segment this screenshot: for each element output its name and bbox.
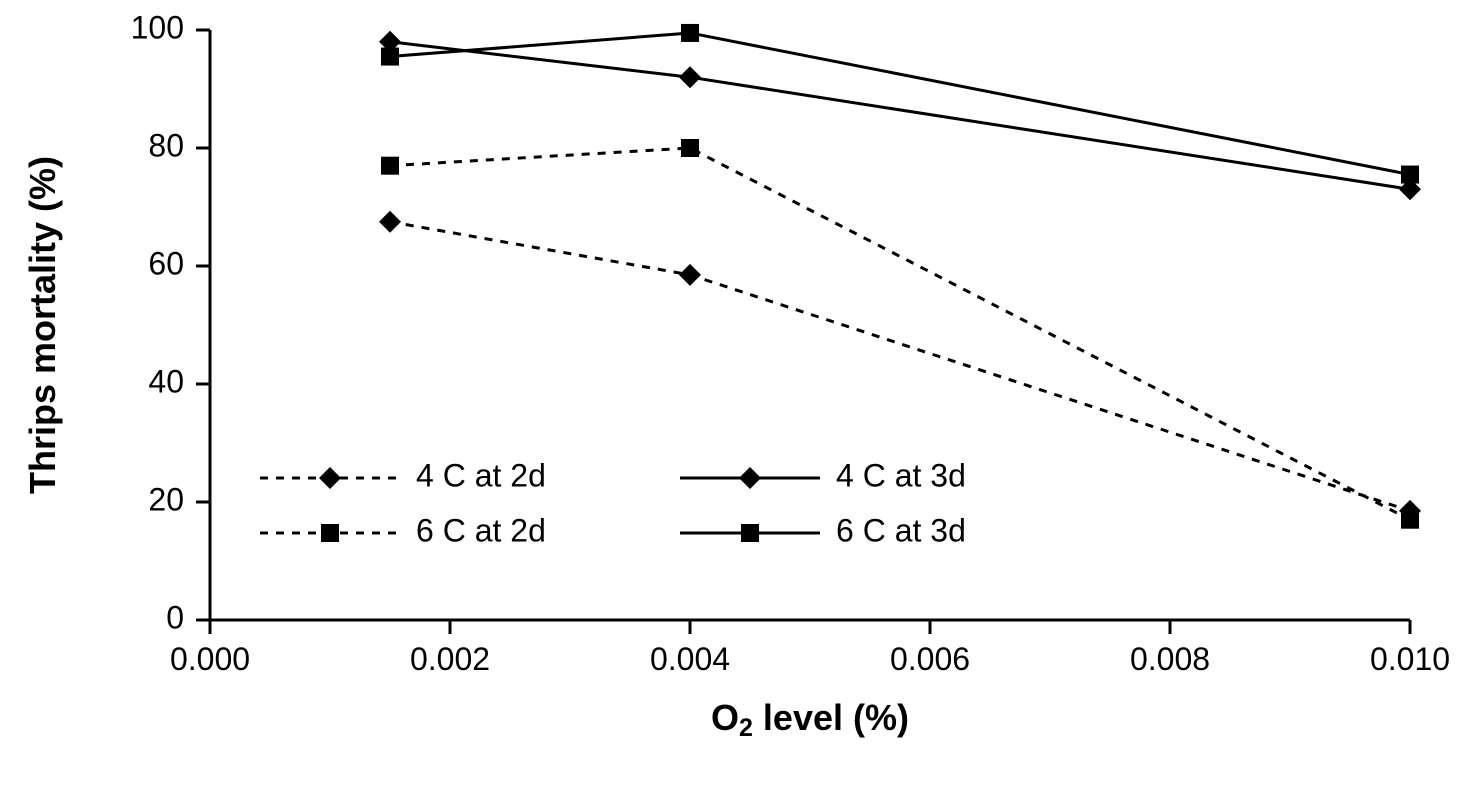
x-tick-label: 0.008	[1130, 641, 1210, 677]
y-tick-label: 0	[166, 599, 184, 635]
legend-label: 6 C at 2d	[416, 512, 546, 548]
square-marker-icon	[681, 139, 699, 157]
mortality-chart: 0 20 40 60 80 100 0.000 0.002 0.004 0.006 0.008 0.0…	[0, 0, 1468, 787]
y-tick-label: 60	[148, 245, 184, 281]
square-marker-icon	[381, 157, 399, 175]
y-tick-label: 20	[148, 481, 184, 517]
chart-container: 0 20 40 60 80 100 0.000 0.002 0.004 0.006 0.008 0.0…	[0, 0, 1468, 787]
y-axis-title: Thrips mortality (%)	[22, 156, 63, 494]
x-tick-label: 0.004	[650, 641, 730, 677]
x-tick-label: 0.000	[170, 641, 250, 677]
legend-label: 4 C at 2d	[416, 457, 546, 493]
y-tick-label: 80	[148, 127, 184, 163]
square-marker-icon	[321, 524, 339, 542]
square-marker-icon	[1401, 166, 1419, 184]
legend-label: 6 C at 3d	[836, 512, 966, 548]
y-tick-label: 40	[148, 363, 184, 399]
square-marker-icon	[381, 48, 399, 66]
x-tick-label: 0.010	[1370, 641, 1450, 677]
legend-label: 4 C at 3d	[836, 457, 966, 493]
x-tick-label: 0.002	[410, 641, 490, 677]
square-marker-icon	[741, 524, 759, 542]
square-marker-icon	[1401, 511, 1419, 529]
x-tick-label: 0.006	[890, 641, 970, 677]
square-marker-icon	[681, 24, 699, 42]
y-tick-label: 100	[131, 9, 184, 45]
